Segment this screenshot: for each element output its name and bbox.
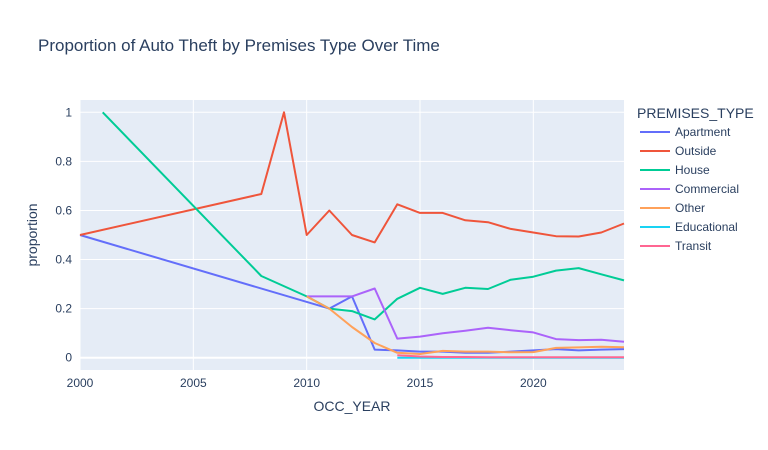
y-axis-ticks: 0 0.2 0.4 0.6 0.8 1 <box>55 105 72 364</box>
legend-item-other[interactable]: Other <box>675 201 705 215</box>
x-tick-label: 2005 <box>180 376 207 390</box>
series-line-outside[interactable] <box>79 111 625 244</box>
series-line-commercial[interactable] <box>306 287 625 343</box>
legend-item-house[interactable]: House <box>675 163 710 177</box>
y-tick-label: 1 <box>65 105 72 119</box>
x-axis-ticks: 2000 2005 2010 2015 2020 <box>67 376 547 390</box>
x-tick-label: 2015 <box>407 376 434 390</box>
x-tick-label: 2010 <box>293 376 320 390</box>
legend[interactable]: PREMISES_TYPE Apartment Outside House Comme… <box>637 105 754 253</box>
legend-item-apartment[interactable]: Apartment <box>675 125 731 139</box>
y-tick-label: 0.4 <box>55 253 72 267</box>
legend-item-commercial[interactable]: Commercial <box>675 182 739 196</box>
y-tick-label: 0.8 <box>55 154 72 168</box>
y-tick-label: 0.6 <box>55 203 72 217</box>
series-line-transit[interactable] <box>397 354 624 359</box>
x-tick-label: 2000 <box>67 376 94 390</box>
y-tick-label: 0.2 <box>55 302 72 316</box>
grid-lines <box>79 100 624 370</box>
legend-item-educational[interactable]: Educational <box>675 220 738 234</box>
legend-title: PREMISES_TYPE <box>637 105 754 121</box>
chart-title: Proportion of Auto Theft by Premises Typ… <box>38 36 440 55</box>
y-axis-title: proportion <box>24 203 40 266</box>
x-tick-label: 2020 <box>520 376 547 390</box>
legend-item-outside[interactable]: Outside <box>675 144 717 158</box>
legend-item-transit[interactable]: Transit <box>675 239 712 253</box>
x-axis-title: OCC_YEAR <box>313 398 390 414</box>
data-lines <box>79 111 625 359</box>
series-line-other[interactable] <box>306 295 625 355</box>
y-tick-label: 0 <box>65 351 72 365</box>
